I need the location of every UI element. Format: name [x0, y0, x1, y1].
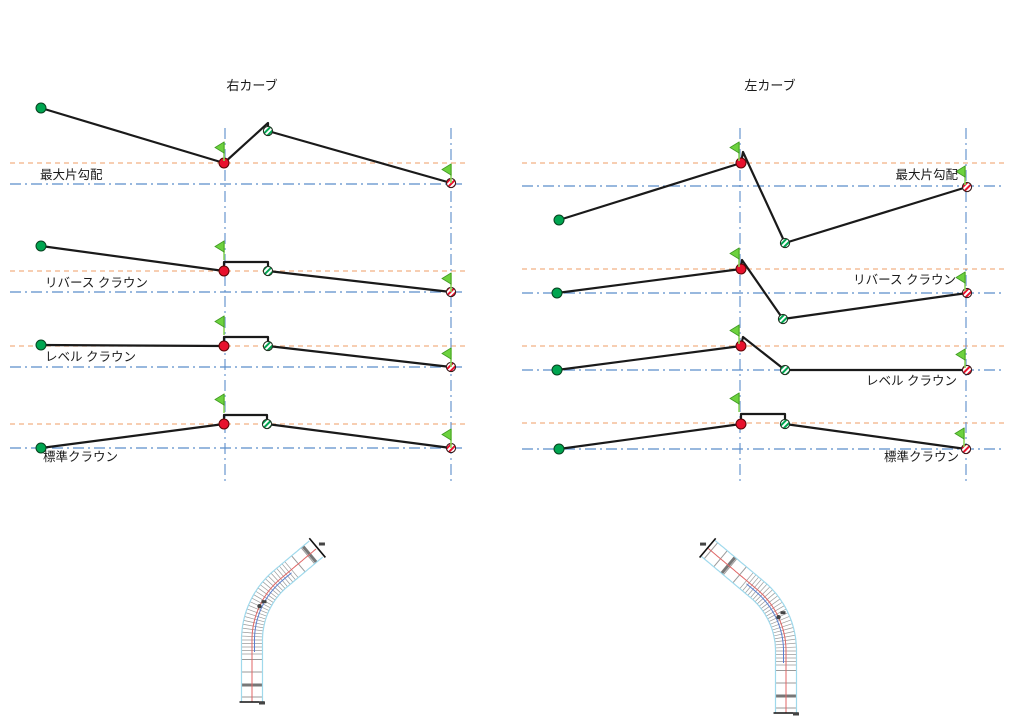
- station-flag-icon: [441, 347, 452, 360]
- station-label-mark: [261, 600, 267, 604]
- superelevation-polyline: [39, 244, 453, 294]
- pivot-marker-hatched-green: [779, 418, 791, 430]
- superelevation-polyline: [39, 413, 453, 450]
- station-label-mark: [780, 611, 786, 615]
- pivot-marker-green: [551, 287, 563, 299]
- plan-endcap: [698, 537, 717, 559]
- superelevation-polyline: [557, 150, 969, 245]
- row-label: リバース クラウン: [45, 276, 148, 290]
- row-label: リバース クラウン: [853, 273, 956, 287]
- pivot-marker-hatched-green: [262, 265, 274, 277]
- pivot-marker-hatched-red: [961, 364, 973, 376]
- row-label: 標準クラウン: [884, 449, 959, 464]
- station-flag-icon: [441, 272, 452, 285]
- pivot-marker-hatched-green: [779, 237, 791, 249]
- plan-right-curve: [239, 537, 326, 705]
- mid-curve-dot: [257, 603, 262, 609]
- station-flag-icon: [729, 141, 740, 154]
- pivot-marker-green: [35, 240, 47, 252]
- row-label: 標準クラウン: [43, 449, 118, 464]
- pivot-marker-hatched-red: [960, 443, 972, 455]
- superelevation-polyline: [39, 335, 453, 369]
- mid-curve-dot: [776, 614, 781, 620]
- panel-title: 右カーブ: [226, 78, 277, 93]
- station-flag-icon: [729, 247, 740, 260]
- pivot-marker-hatched-red: [961, 287, 973, 299]
- superelevation-polyline: [555, 335, 969, 372]
- station-flag-icon: [729, 392, 740, 405]
- pivot-marker-hatched-green: [262, 340, 274, 352]
- row-label: レベル クラウン: [45, 350, 136, 364]
- panel-title: 左カーブ: [744, 78, 795, 93]
- pivot-marker-red: [218, 265, 230, 277]
- station-flag-icon: [214, 393, 225, 406]
- row-label: 最大片勾配: [40, 168, 103, 182]
- pivot-marker-hatched-red: [961, 181, 973, 193]
- station-flag-icon: [955, 271, 966, 284]
- superelevation-polyline: [555, 258, 969, 321]
- plan-edge-line: [261, 556, 324, 702]
- station-label-mark: [793, 712, 799, 716]
- plan-edge-line: [714, 539, 798, 713]
- plan-endcap: [308, 537, 326, 558]
- pivot-marker-green: [35, 102, 47, 114]
- station-flag-icon: [214, 315, 225, 328]
- plan-offset-line: [746, 583, 784, 663]
- pivot-marker-green: [35, 339, 47, 351]
- station-flag-icon: [441, 428, 452, 441]
- station-flag-icon: [955, 165, 966, 178]
- pivot-marker-red: [735, 263, 747, 275]
- pivot-marker-red: [735, 157, 747, 169]
- station-flag-icon: [214, 240, 225, 253]
- plan-edge-line: [701, 556, 777, 713]
- station-flag-icon: [954, 427, 965, 440]
- station-flag-icon: [441, 163, 452, 176]
- pivot-marker-green: [553, 214, 565, 226]
- row-label: 最大片勾配: [895, 168, 958, 182]
- station-flag-icon: [955, 348, 966, 361]
- pivot-marker-hatched-green: [779, 364, 791, 376]
- plan-centerline: [251, 548, 317, 702]
- pivot-marker-hatched-green: [261, 418, 273, 430]
- pivot-marker-hatched-green: [777, 313, 789, 325]
- pivot-marker-red: [218, 418, 230, 430]
- pivot-marker-green: [553, 443, 565, 455]
- pivot-marker-green: [551, 364, 563, 376]
- pivot-marker-red: [218, 340, 230, 352]
- station-flag-icon: [214, 141, 225, 154]
- pivot-marker-green: [35, 442, 47, 454]
- pivot-marker-red: [735, 418, 747, 430]
- superelevation-polyline: [557, 412, 968, 451]
- station-label-mark: [259, 701, 265, 705]
- pivot-marker-hatched-green: [262, 125, 274, 137]
- row-label: レベル クラウン: [866, 374, 957, 388]
- station-label-mark: [318, 542, 325, 546]
- station-flag-icon: [729, 324, 740, 337]
- plan-edge-line: [240, 540, 310, 702]
- plan-centerline: [707, 548, 787, 713]
- superelevation-polyline: [39, 106, 453, 185]
- plan-left-curve: [698, 537, 799, 716]
- plan-offset-line: [254, 572, 292, 652]
- station-label-mark: [700, 542, 707, 546]
- pivot-marker-red: [735, 340, 747, 352]
